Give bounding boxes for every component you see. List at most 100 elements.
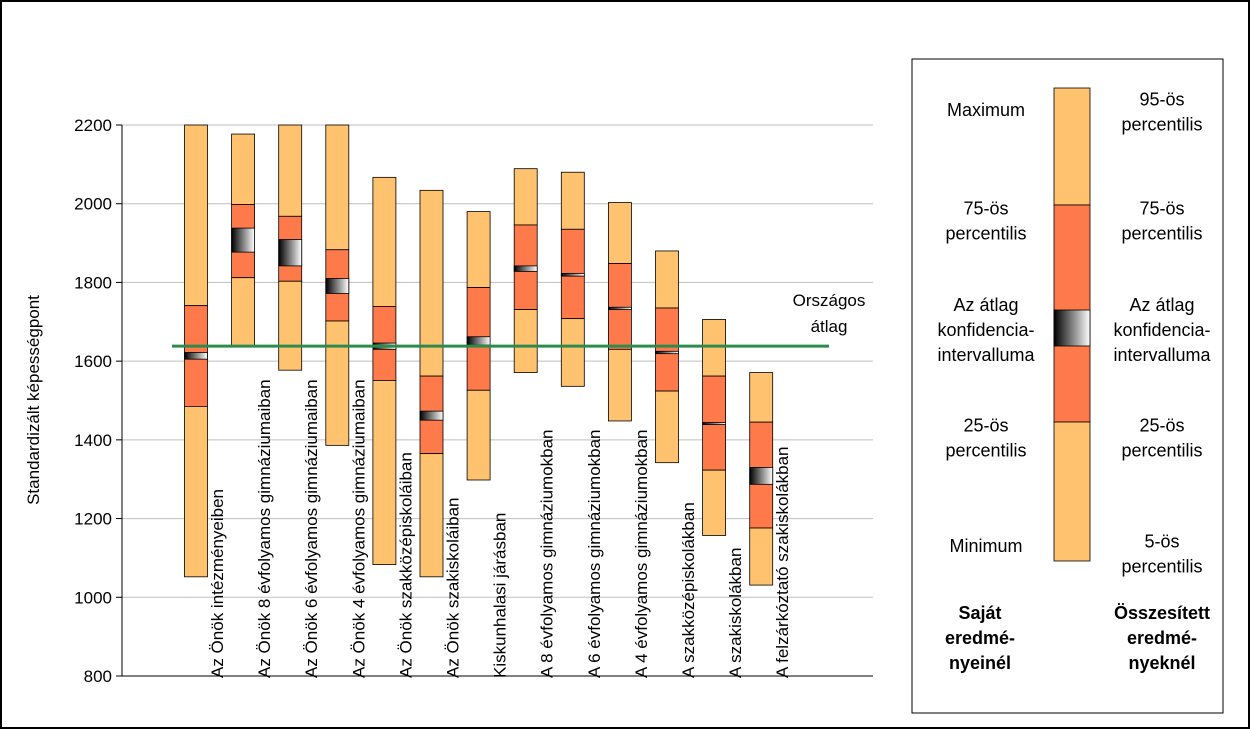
box-1	[184, 124, 208, 578]
upper-outer-segment	[702, 319, 726, 377]
category-label: Az Önök 4 évfolyamos gimnáziumaiban	[349, 379, 368, 678]
legend-left-label: 75-ös	[963, 199, 1008, 219]
lower-outer-segment	[184, 406, 208, 578]
legend-right-label: percentilis	[1121, 115, 1202, 135]
average-line-group: Országos átlag	[172, 291, 866, 348]
average-label: átlag	[811, 317, 848, 336]
inner-quartile-segment	[608, 263, 632, 350]
category-label: A szakközépiskolákban	[679, 502, 698, 678]
legend-left-label: Az átlag	[953, 295, 1018, 315]
category-label: A 8 évfolyamos gimnáziumokban	[538, 429, 557, 678]
legend-right-heading: eredmé-	[1127, 628, 1197, 648]
lower-outer-segment	[513, 309, 538, 373]
upper-outer-segment	[231, 133, 256, 205]
legend-right-label: intervalluma	[1113, 345, 1211, 365]
upper-outer-segment	[325, 124, 350, 251]
lower-outer-segment	[466, 389, 491, 481]
box-12	[702, 319, 726, 536]
lower-outer-segment	[749, 527, 774, 586]
category-label: A 4 évfolyamos gimnáziumokban	[632, 429, 651, 678]
upper-outer-segment	[278, 124, 303, 217]
box-series	[184, 124, 774, 586]
legend-right-label: konfidencia-	[1113, 320, 1210, 340]
legend-right-heading: Összesített	[1114, 603, 1210, 623]
upper-outer-segment	[372, 176, 397, 307]
upper-outer-segment	[184, 124, 208, 307]
confidence-interval	[419, 410, 444, 421]
lower-outer-segment	[278, 280, 303, 371]
box-8	[513, 168, 538, 373]
legend-left-heading: nyeinél	[949, 653, 1011, 673]
legend-right-label: 75-ös	[1139, 199, 1184, 219]
legend-lower-segment	[1053, 421, 1091, 562]
legend-left-label: konfidencia-	[937, 320, 1034, 340]
legend-left-label: intervalluma	[937, 345, 1035, 365]
legend-left-label: percentilis	[945, 441, 1026, 461]
lower-outer-segment	[702, 469, 726, 536]
confidence-interval	[184, 352, 208, 360]
lower-outer-segment	[231, 277, 256, 347]
confidence-interval	[231, 227, 256, 253]
legend-left-label: Maximum	[947, 100, 1025, 120]
category-label: Az Önök 8 évfolyamos gimnáziumaiban	[255, 379, 274, 678]
inner-quartile-segment	[655, 307, 679, 392]
confidence-interval	[325, 278, 350, 294]
box-10	[608, 202, 632, 422]
lower-outer-segment	[419, 453, 444, 578]
category-label: Az Önök intézményeiben	[208, 489, 227, 678]
upper-outer-segment	[560, 171, 585, 230]
confidence-interval	[278, 239, 303, 267]
legend-right-label: 5-ös	[1144, 532, 1179, 552]
legend-right-label: percentilis	[1121, 557, 1202, 577]
y-tick-label: 800	[84, 667, 112, 686]
legend-left-heading: eredmé-	[945, 628, 1015, 648]
legend-right-label: 25-ös	[1139, 416, 1184, 436]
legend-left-heading: Saját	[958, 603, 1001, 623]
y-tick-label: 2200	[74, 116, 112, 135]
category-labels: Az Önök intézményeiben Az Önök 8 évfolyam…	[208, 379, 792, 678]
y-tick-label: 1400	[74, 431, 112, 450]
legend-right-label: 95-ös	[1139, 90, 1184, 110]
box-5	[372, 176, 397, 566]
upper-outer-segment	[608, 202, 632, 264]
upper-outer-segment	[749, 372, 774, 423]
legend-upper-segment	[1053, 87, 1091, 206]
legend-right-label: percentilis	[1121, 441, 1202, 461]
average-label: Országos	[793, 291, 866, 310]
lower-outer-segment	[560, 318, 585, 387]
lower-outer-segment	[655, 390, 679, 464]
category-label: Az Önök szakközépiskoláiban	[396, 452, 415, 678]
confidence-interval	[655, 350, 679, 355]
legend-left-label: Minimum	[949, 536, 1022, 556]
legend-left-label: 25-ös	[963, 416, 1008, 436]
y-tick-label: 2000	[74, 195, 112, 214]
y-axis: 800 1000 1200 1400 1600 1800 2000 2200 Standardi…	[24, 116, 873, 686]
box-2	[231, 133, 256, 347]
legend: Maximum 75-ös percentilis Az átlag konfidenc…	[911, 58, 1224, 714]
legend-left-label: percentilis	[945, 224, 1026, 244]
category-label: Kiskunhalasi járásban	[491, 513, 510, 678]
box-6	[419, 189, 444, 578]
box-3	[278, 124, 303, 371]
box-11	[655, 250, 679, 464]
y-tick-label: 1800	[74, 273, 112, 292]
y-tick-label: 1000	[74, 588, 112, 607]
confidence-interval	[608, 306, 632, 310]
confidence-interval	[513, 265, 538, 272]
y-axis-title: Standardizált képességpont	[24, 295, 43, 505]
lower-outer-segment	[372, 380, 397, 566]
box-7	[466, 211, 491, 481]
category-label: A 6 évfolyamos gimnáziumokban	[585, 429, 604, 678]
category-label: A felzárkóztató szakiskolákban	[773, 446, 792, 678]
confidence-interval	[749, 467, 774, 485]
upper-outer-segment	[513, 168, 538, 226]
lower-outer-segment	[325, 320, 350, 446]
legend-right-label: percentilis	[1121, 224, 1202, 244]
category-label: A szakiskolákban	[726, 548, 745, 678]
legend-right-heading: nyeknél	[1128, 653, 1195, 673]
confidence-interval	[560, 272, 585, 277]
upper-outer-segment	[655, 250, 679, 309]
box-4	[325, 124, 350, 446]
y-tick-label: 1600	[74, 352, 112, 371]
